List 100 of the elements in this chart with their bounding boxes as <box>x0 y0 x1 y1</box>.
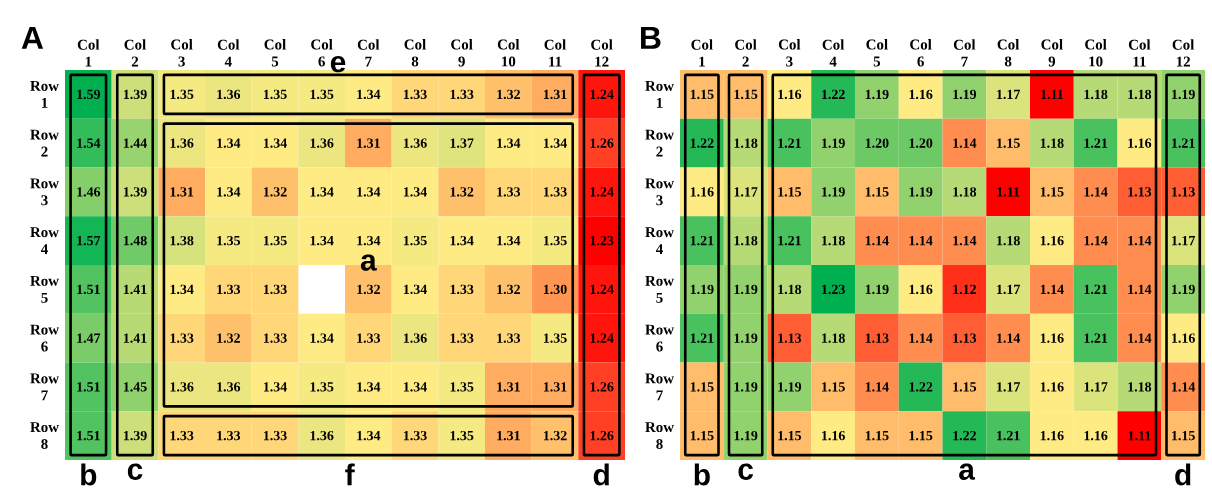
data-label: 1.57 <box>77 235 101 246</box>
data-label: 1.51 <box>77 284 100 295</box>
data-label: 1.18 <box>822 333 845 343</box>
data-label: 1.19 <box>822 187 845 197</box>
data-label: 1.20 <box>909 138 933 148</box>
data-label: 1.19 <box>953 89 977 100</box>
data-label: 1.19 <box>734 284 758 295</box>
data-label: 1.23 <box>590 235 614 246</box>
data-label: 1.33 <box>357 333 381 343</box>
data-label: 1.17 <box>997 382 1021 392</box>
y-tick-label: Row 5 <box>645 275 674 303</box>
y-tick-label: Row 1 <box>30 81 59 108</box>
data-label: 1.21 <box>690 333 714 343</box>
data-label: 1.15 <box>734 89 758 100</box>
data-label: 1.16 <box>1128 138 1152 148</box>
data-label: 1.16 <box>909 284 933 295</box>
data-label: 1.59 <box>77 89 101 100</box>
data-label: 1.19 <box>1172 89 1195 100</box>
data-label: 1.15 <box>690 89 714 100</box>
data-label: 1.21 <box>997 430 1020 441</box>
data-label: 1.21 <box>1172 138 1195 148</box>
data-label: 1.35 <box>543 235 567 246</box>
data-label: 1.16 <box>1040 235 1064 246</box>
data-label: 1.14 <box>1128 333 1152 343</box>
data-label: 1.14 <box>1128 235 1152 246</box>
data-label: 1.19 <box>734 382 758 392</box>
data-label: 1.16 <box>690 187 714 197</box>
data-label: 1.16 <box>1040 382 1064 392</box>
y-tick-label: Row 8 <box>645 422 674 450</box>
data-label: 1.17 <box>997 284 1021 295</box>
data-label: 1.34 <box>217 187 241 197</box>
chart-title: B <box>641 26 661 49</box>
data-label: 1.36 <box>217 89 241 100</box>
data-label: 1.16 <box>1040 333 1064 343</box>
data-label: 1.34 <box>497 138 521 148</box>
x-tick-label: Col 7 <box>357 39 380 67</box>
x-tick-label: Col 1 <box>691 39 713 67</box>
y-tick-label: Row 4 <box>30 227 59 254</box>
x-tick-label: Col 11 <box>544 39 566 67</box>
data-label: 1.45 <box>123 382 147 392</box>
data-label: 1.21 <box>690 235 714 246</box>
data-label: 1.15 <box>778 430 802 441</box>
text: d <box>1175 463 1191 486</box>
data-label: 1.26 <box>590 138 614 148</box>
data-label: 1.18 <box>953 187 977 197</box>
data-label: 1.15 <box>690 382 714 392</box>
data-label: 1.36 <box>403 138 427 148</box>
data-label: 1.36 <box>310 138 334 148</box>
text: b <box>81 463 97 486</box>
data-label: 1.35 <box>310 382 334 392</box>
data-label: 1.14 <box>1128 284 1152 295</box>
data-label: 1.33 <box>450 89 474 100</box>
data-label: 1.34 <box>357 235 381 246</box>
x-tick-label: Col 9 <box>451 39 473 67</box>
data-label: 1.18 <box>997 235 1020 246</box>
data-label: 1.34 <box>217 138 241 148</box>
data-label: 1.24 <box>590 284 614 295</box>
data-label: 1.20 <box>865 138 889 148</box>
data-label: 1.16 <box>1172 333 1195 343</box>
data-label: 1.18 <box>1084 89 1108 100</box>
data-label: 1.33 <box>170 430 194 441</box>
data-label: 1.39 <box>123 430 147 441</box>
data-label: 1.31 <box>497 382 520 392</box>
data-label: 1.34 <box>357 430 381 441</box>
data-label: 1.15 <box>1172 430 1195 441</box>
data-label: 1.15 <box>1040 187 1064 197</box>
data-label: 1.34 <box>450 235 474 246</box>
data-label: 1.35 <box>170 89 194 100</box>
data-label: 1.11 <box>1041 89 1063 100</box>
data-label: 1.31 <box>543 382 567 392</box>
data-label: 1.26 <box>590 382 614 392</box>
x-tick-label: Col 3 <box>778 39 801 67</box>
data-label: 1.18 <box>778 284 802 295</box>
data-label: 1.13 <box>953 333 977 343</box>
x-tick-label: Col 10 <box>1085 39 1107 67</box>
y-tick-label: Row 5 <box>30 275 59 303</box>
data-label: 1.22 <box>822 89 845 100</box>
data-label: 1.51 <box>77 430 100 441</box>
data-label: 1.14 <box>997 333 1021 343</box>
y-tick-label: Row 2 <box>30 129 59 157</box>
data-label: 1.33 <box>497 333 521 343</box>
x-tick-label: Col 5 <box>264 39 286 67</box>
data-label: 1.22 <box>690 138 714 148</box>
data-label: 1.14 <box>953 235 977 246</box>
x-tick-label: Col 12 <box>1172 39 1195 67</box>
data-label: 1.38 <box>170 235 194 246</box>
data-label: 1.33 <box>403 89 427 100</box>
annotation: a <box>360 254 377 271</box>
data-label: 1.33 <box>217 284 241 295</box>
x-tick-label: Col 6 <box>910 39 932 67</box>
data-label: 1.46 <box>77 187 101 197</box>
data-label: 1.32 <box>543 430 567 441</box>
data-label: 1.16 <box>1040 430 1064 441</box>
y-tick-label: Row 7 <box>30 373 59 401</box>
data-label: 1.19 <box>734 430 758 441</box>
data-label: 1.47 <box>77 333 101 343</box>
text: b <box>694 463 710 486</box>
data-label: 1.36 <box>403 333 427 343</box>
x-tick-label: Col 4 <box>217 39 240 67</box>
data-label: 1.34 <box>170 284 194 295</box>
